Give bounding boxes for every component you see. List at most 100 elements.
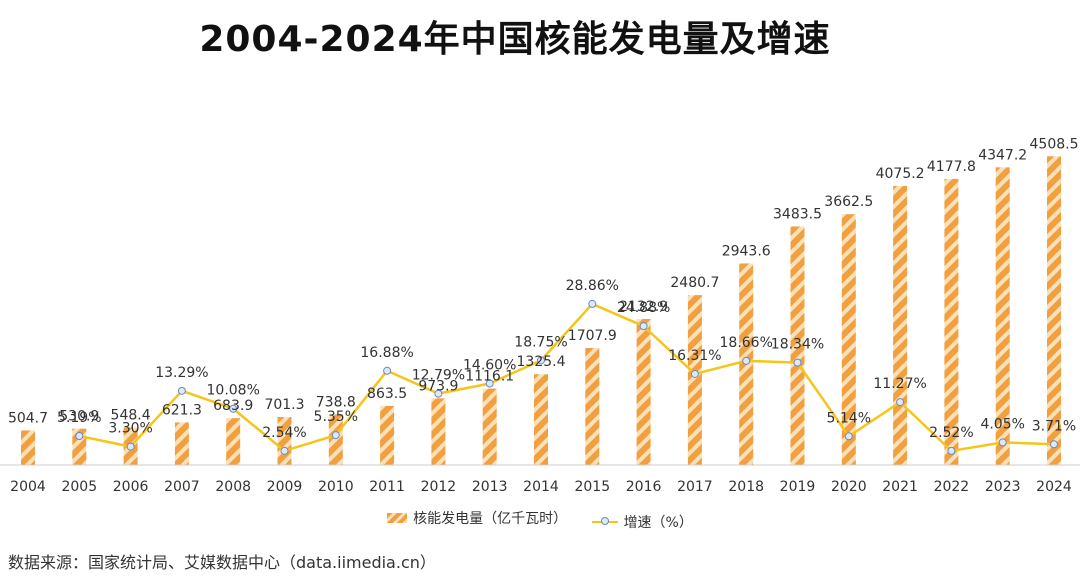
bar <box>944 178 959 466</box>
growth-point <box>229 404 238 413</box>
growth-point <box>896 398 905 407</box>
source-note: 数据来源：国家统计局、艾媒数据中心（data.iimedia.cn） <box>8 553 436 572</box>
bar-value-label: 973.9 <box>418 378 458 394</box>
bar-value-label: 1707.9 <box>568 328 617 344</box>
growth-value-label: 24.88% <box>617 300 670 316</box>
bar-value-label: 1116.1 <box>465 369 514 385</box>
growth-point <box>588 299 597 308</box>
growth-value-label: 2.52% <box>929 425 973 441</box>
bar <box>174 422 189 465</box>
x-tick-label: 2008 <box>215 479 251 495</box>
x-tick-label: 2022 <box>934 479 970 495</box>
bar <box>21 430 35 465</box>
x-tick-label: 2023 <box>985 479 1021 495</box>
bar-value-label: 3483.5 <box>773 206 822 222</box>
growth-value-label: 28.86% <box>566 278 619 294</box>
bar <box>226 418 241 465</box>
chart-title: 2004-2024年中国核能发电量及增速 <box>199 19 831 60</box>
bar-value-label: 4075.2 <box>876 166 925 182</box>
x-tick-label: 2013 <box>472 479 508 495</box>
x-tick-label: 2019 <box>780 479 816 495</box>
growth-point <box>742 356 751 365</box>
growth-value-label: 5.35% <box>314 409 358 425</box>
growth-value-label: 11.27% <box>873 376 926 392</box>
growth-point <box>639 322 648 331</box>
growth-point <box>844 432 853 441</box>
growth-value-label: 10.08% <box>207 383 260 399</box>
x-tick-label: 2015 <box>574 479 610 495</box>
growth-point <box>793 358 802 367</box>
chart-canvas: 504.7 530.9 548.4 621.3 683.9 701.3 738.8 863.5… <box>0 136 1080 495</box>
bar <box>534 374 548 465</box>
growth-point <box>75 432 84 441</box>
growth-point <box>485 379 494 388</box>
x-tick-label: 2005 <box>61 479 97 495</box>
bar-value-label: 4347.2 <box>978 147 1027 163</box>
growth-point <box>998 438 1007 447</box>
growth-value-label: 16.88% <box>360 345 413 361</box>
x-tick-label: 2012 <box>421 479 457 495</box>
bar-value-label: 863.5 <box>367 386 407 402</box>
growth-point <box>1050 440 1058 449</box>
x-tick-label: 2006 <box>113 479 149 495</box>
x-tick-label: 2010 <box>318 479 354 495</box>
growth-value-label: 13.29% <box>155 365 208 381</box>
growth-point <box>947 446 956 455</box>
legend: 核能发电量（亿千瓦时） 增速（%） <box>0 508 1080 532</box>
growth-value-label: 14.60% <box>463 358 516 374</box>
x-tick-label: 2009 <box>267 479 303 495</box>
bar-value-label: 548.4 <box>111 407 151 423</box>
bar-value-label: 3662.5 <box>824 194 873 210</box>
growth-value-label: 3.30% <box>108 421 152 437</box>
growth-value-label: 5.14% <box>827 410 871 426</box>
bar-value-label: 530.9 <box>59 409 99 425</box>
x-tick-label: 2018 <box>728 479 764 495</box>
bar-value-label: 621.3 <box>162 402 202 418</box>
bar-value-label: 2480.7 <box>670 275 719 291</box>
bar-value-label: 504.7 <box>8 410 48 426</box>
growth-value-label: 12.79% <box>412 368 465 384</box>
growth-value-label: 18.34% <box>771 337 824 353</box>
growth-point <box>537 356 545 365</box>
bar <box>636 318 651 465</box>
bar <box>328 414 343 465</box>
bar-value-label: 2132.9 <box>619 299 668 315</box>
bar-value-label: 1325.4 <box>517 354 566 370</box>
growth-value-label: 18.75% <box>514 334 567 350</box>
bar-value-label: 701.3 <box>264 397 304 413</box>
growth-point <box>126 442 135 451</box>
bar <box>431 398 446 465</box>
growth-value-label: 3.71% <box>1032 418 1076 434</box>
x-tick-label: 2017 <box>677 479 713 495</box>
x-tick-label: 2014 <box>523 479 559 495</box>
x-tick-label: 2020 <box>831 479 867 495</box>
bar <box>790 226 805 465</box>
bar <box>841 214 856 465</box>
bar <box>380 405 395 465</box>
legend-bar-label: 核能发电量（亿千瓦时） <box>413 511 568 527</box>
legend-line-label: 增速（%） <box>623 515 693 531</box>
bar-value-label: 2943.6 <box>722 243 771 259</box>
bar <box>1047 156 1061 466</box>
bar <box>893 185 908 466</box>
growth-value-label: 2.54% <box>262 425 306 441</box>
bar-value-label: 738.8 <box>316 394 356 410</box>
bar <box>585 348 600 465</box>
growth-value-label: 16.31% <box>668 348 721 364</box>
growth-point <box>383 366 392 375</box>
bar <box>277 416 292 465</box>
bar-value-label: 4177.8 <box>927 159 976 175</box>
bar-value-label: 4508.5 <box>1030 136 1079 152</box>
x-tick-label: 2011 <box>369 479 405 495</box>
growth-value-label: 5.19% <box>57 410 101 426</box>
legend-line-swatch <box>591 517 618 525</box>
x-tick-label: 2007 <box>164 479 200 495</box>
bar-value-label: 683.9 <box>213 398 253 414</box>
bar <box>995 167 1010 465</box>
x-tick-label: 2024 <box>1036 479 1072 495</box>
growth-point <box>434 389 443 398</box>
growth-point <box>280 446 289 455</box>
growth-value-label: 18.66% <box>720 335 773 351</box>
legend-bar-swatch <box>387 513 408 523</box>
x-tick-label: 2021 <box>882 479 918 495</box>
